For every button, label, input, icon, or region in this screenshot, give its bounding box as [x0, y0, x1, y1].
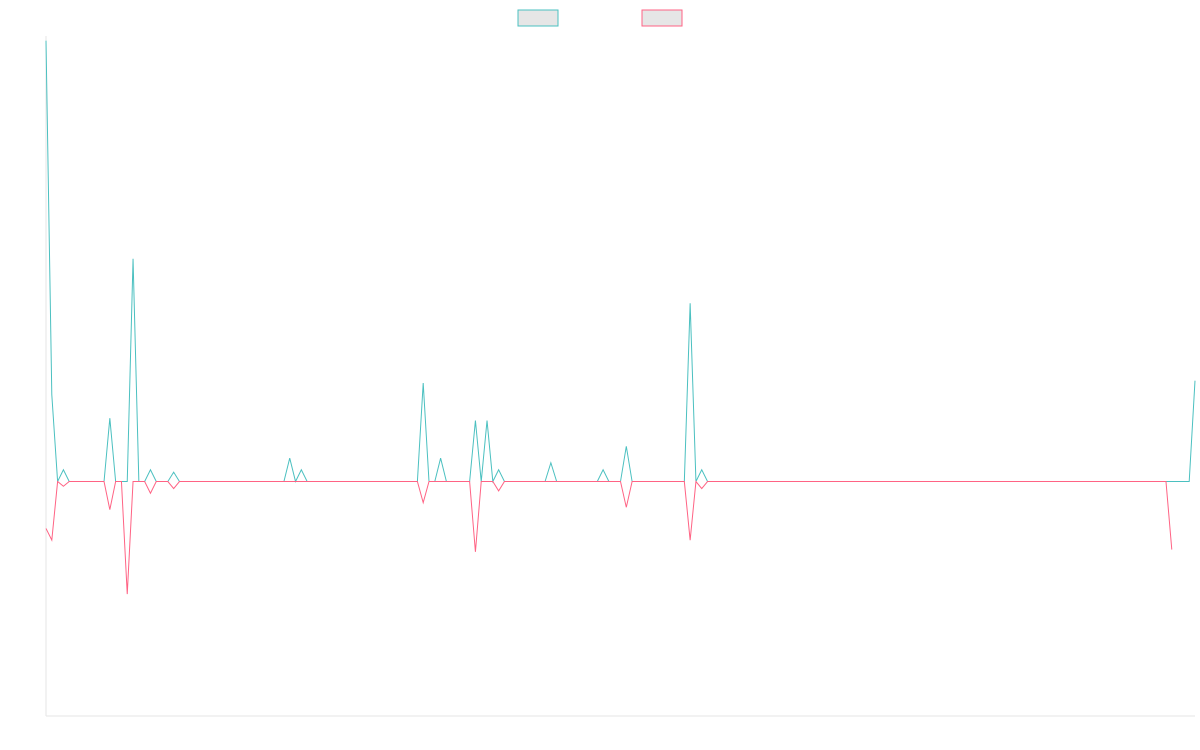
legend-swatch-1[interactable]	[517, 9, 559, 27]
series-layer	[45, 40, 1196, 595]
series-line-2	[45, 480, 1173, 595]
chart-axes	[45, 36, 1195, 717]
legend[interactable]	[517, 9, 683, 27]
series-line-1	[45, 40, 1196, 484]
legend-swatch-2[interactable]	[641, 9, 683, 27]
series-1	[45, 40, 1196, 484]
series-2	[45, 480, 1173, 595]
